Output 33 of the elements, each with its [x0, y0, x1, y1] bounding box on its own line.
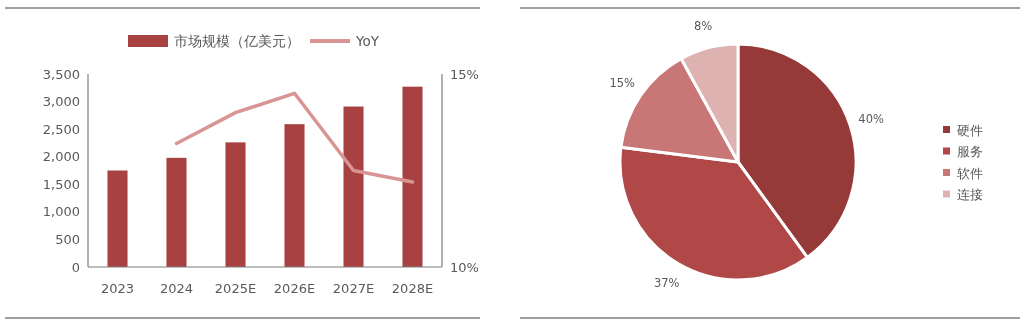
- y2-tick-label: 15%: [450, 66, 479, 82]
- legend-label: YoY: [355, 33, 380, 49]
- x-tick-label: 2028E: [391, 281, 434, 296]
- legend-label: 服务: [957, 144, 983, 159]
- y-tick-label: 1,500: [42, 176, 80, 192]
- bar: [402, 86, 423, 267]
- data-label: 37%: [653, 275, 680, 290]
- x-tick-label: 2027E: [332, 281, 375, 296]
- y-tick-label: 0: [71, 259, 80, 275]
- x-tick-label: 2024: [159, 281, 194, 296]
- legend-label: 硬件: [957, 122, 983, 138]
- legend-label: 软件: [957, 165, 983, 181]
- x-tick-label: 2023: [100, 281, 135, 296]
- y-tick-label: 3,500: [42, 66, 80, 82]
- y-tick-label: 1,000: [42, 204, 80, 220]
- legend-label: 市场规模（亿美元）: [174, 33, 300, 49]
- data-label: 15%: [609, 76, 636, 91]
- y-tick-label: 2,000: [42, 149, 80, 165]
- line-series: [174, 91, 415, 184]
- y-tick-label: 2,500: [42, 121, 80, 137]
- bar: [166, 157, 187, 267]
- y2-tick-label: 10%: [450, 259, 479, 275]
- bar: [343, 106, 364, 267]
- bar: [284, 124, 305, 267]
- data-label: 40%: [858, 111, 884, 126]
- x-tick-label: 2025E: [214, 281, 257, 296]
- y-tick-label: 3,000: [42, 94, 80, 110]
- data-label: 8%: [694, 19, 713, 34]
- y-tick-label: 500: [55, 231, 80, 247]
- bar: [107, 170, 128, 267]
- bar: [225, 142, 246, 267]
- x-tick-label: 2026E: [273, 281, 316, 296]
- legend-label: 连接: [957, 187, 983, 202]
